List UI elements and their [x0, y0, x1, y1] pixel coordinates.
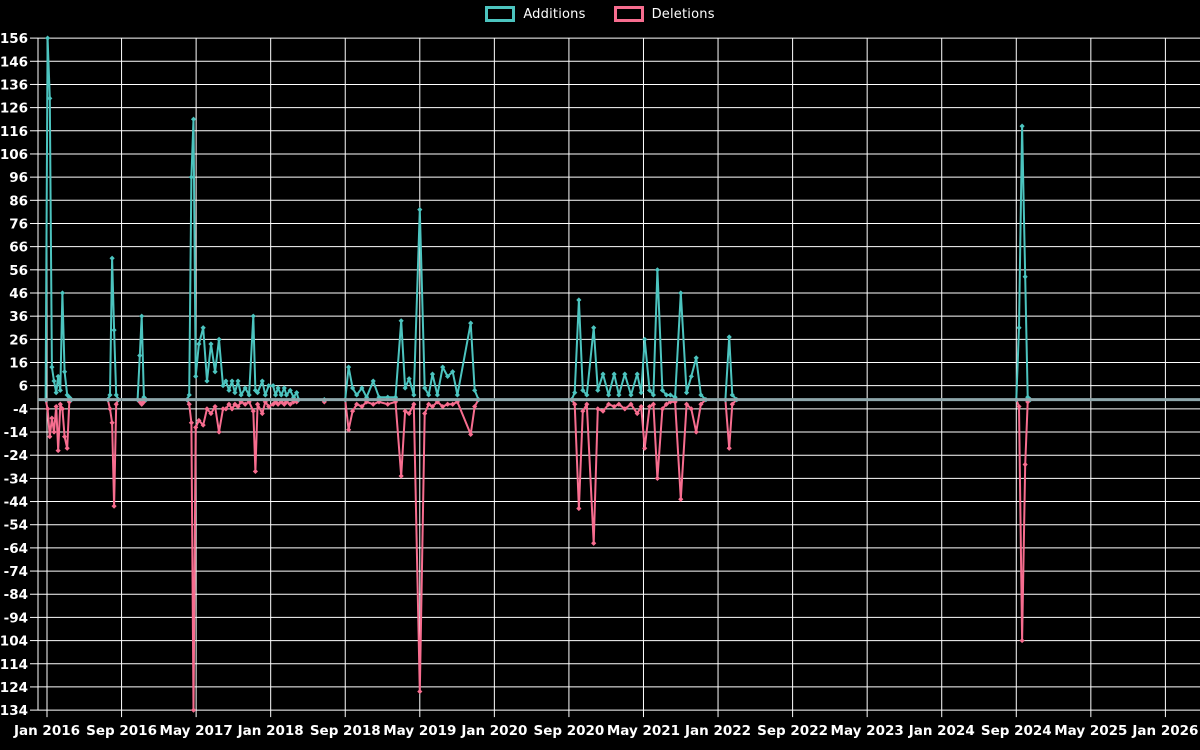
svg-text:-44: -44: [4, 495, 28, 511]
svg-text:116: 116: [0, 124, 28, 140]
chart-legend: Additions Deletions: [0, 6, 1200, 22]
svg-text:-124: -124: [0, 680, 28, 696]
svg-text:Sep 2024: Sep 2024: [981, 723, 1052, 739]
svg-text:36: 36: [9, 309, 28, 325]
svg-text:46: 46: [9, 286, 28, 302]
svg-text:Jan 2018: Jan 2018: [237, 723, 304, 739]
svg-text:May 2021: May 2021: [607, 723, 680, 739]
legend-label-additions: Additions: [523, 6, 586, 22]
svg-text:26: 26: [9, 332, 28, 348]
svg-text:156: 156: [0, 31, 28, 47]
additions-swatch-icon: [485, 6, 516, 22]
svg-text:146: 146: [0, 54, 28, 70]
svg-text:Jan 2022: Jan 2022: [684, 723, 751, 739]
svg-text:-74: -74: [4, 564, 28, 580]
svg-text:16: 16: [9, 356, 28, 372]
svg-text:Sep 2016: Sep 2016: [86, 723, 157, 739]
svg-text:-104: -104: [0, 634, 28, 650]
svg-text:-24: -24: [4, 448, 28, 464]
legend-item-deletions[interactable]: Deletions: [613, 6, 715, 22]
svg-text:Sep 2022: Sep 2022: [757, 723, 828, 739]
svg-text:86: 86: [9, 193, 28, 209]
svg-text:Jan 2026: Jan 2026: [1131, 723, 1198, 739]
svg-text:-64: -64: [4, 541, 28, 557]
svg-text:-54: -54: [4, 518, 28, 534]
svg-text:-114: -114: [0, 657, 28, 673]
legend-label-deletions: Deletions: [651, 6, 715, 22]
svg-text:Jan 2020: Jan 2020: [460, 723, 527, 739]
svg-text:66: 66: [9, 240, 28, 256]
deletions-swatch-icon: [613, 6, 644, 22]
svg-text:Sep 2020: Sep 2020: [534, 723, 605, 739]
svg-text:-134: -134: [0, 703, 28, 719]
svg-text:Jan 2024: Jan 2024: [908, 723, 975, 739]
svg-text:76: 76: [9, 216, 28, 232]
svg-text:May 2023: May 2023: [831, 723, 904, 739]
svg-text:106: 106: [0, 147, 28, 163]
svg-text:-94: -94: [4, 610, 28, 626]
svg-text:May 2019: May 2019: [383, 723, 456, 739]
svg-text:-34: -34: [4, 471, 28, 487]
svg-text:Sep 2018: Sep 2018: [310, 723, 381, 739]
svg-text:6: 6: [19, 379, 28, 395]
svg-text:-14: -14: [4, 425, 28, 441]
svg-text:56: 56: [9, 263, 28, 279]
svg-text:-84: -84: [4, 587, 28, 603]
legend-item-additions[interactable]: Additions: [485, 6, 585, 22]
svg-text:May 2025: May 2025: [1054, 723, 1127, 739]
svg-text:May 2017: May 2017: [160, 723, 233, 739]
svg-text:136: 136: [0, 77, 28, 93]
svg-text:Jan 2016: Jan 2016: [13, 723, 80, 739]
svg-text:96: 96: [9, 170, 28, 186]
svg-text:126: 126: [0, 101, 28, 117]
svg-text:-4: -4: [13, 402, 28, 418]
